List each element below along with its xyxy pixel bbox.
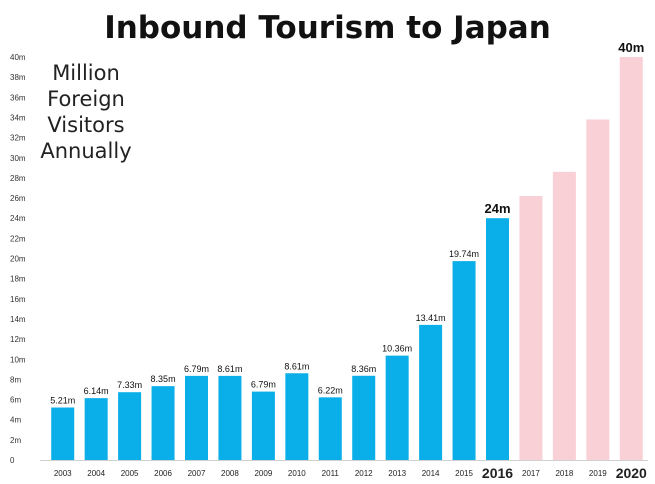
data-label: 8.36m — [351, 364, 376, 374]
bar-2018 — [552, 171, 576, 461]
y-tick-label: 30m — [10, 154, 26, 163]
bar-2014 — [419, 324, 443, 460]
data-label: 8.61m — [217, 364, 242, 374]
subtitle-line: Annually — [40, 139, 132, 163]
y-tick-label: 12m — [10, 335, 26, 344]
bar-2011 — [318, 397, 342, 460]
y-tick-label: 34m — [10, 113, 26, 122]
chart-subtitle: Million Foreign Visitors Annually — [36, 60, 136, 164]
data-label: 24m — [484, 201, 510, 216]
data-label: 10.36m — [382, 344, 412, 354]
y-tick-label: 24m — [10, 214, 26, 223]
subtitle-line: Foreign — [47, 87, 125, 111]
y-tick-label: 8m — [10, 375, 21, 384]
bar-2012 — [352, 375, 376, 460]
data-label: 7.33m — [117, 380, 142, 390]
y-tick-label: 2m — [10, 436, 21, 445]
y-tick-label: 18m — [10, 275, 26, 284]
x-tick-label: 2017 — [522, 469, 540, 478]
y-tick-label: 10m — [10, 355, 26, 364]
x-tick-label: 2014 — [422, 469, 440, 478]
subtitle-line: Visitors — [47, 113, 125, 137]
data-label: 6.22m — [318, 385, 343, 395]
y-tick-label: 26m — [10, 194, 26, 203]
x-tick-label: 2006 — [154, 469, 172, 478]
subtitle-line: Million — [52, 61, 120, 85]
y-tick-label: 22m — [10, 234, 26, 243]
bar-2017 — [519, 196, 543, 460]
y-tick-label: 20m — [10, 255, 26, 264]
x-tick-label: 2005 — [121, 469, 139, 478]
bar-2003 — [51, 407, 75, 460]
x-tick-label: 2020 — [616, 465, 647, 481]
bar-2009 — [251, 391, 275, 460]
data-label: 19.74m — [449, 249, 479, 259]
bar-2015 — [452, 261, 476, 460]
x-tick-label: 2013 — [388, 469, 406, 478]
x-tick-label: 2015 — [455, 469, 473, 478]
data-label: 8.61m — [284, 361, 309, 371]
data-label: 8.35m — [151, 374, 176, 384]
bar-2020 — [619, 57, 643, 460]
y-tick-label: 16m — [10, 295, 26, 304]
bar-2006 — [151, 386, 175, 460]
y-tick-label: 14m — [10, 315, 26, 324]
x-tick-label: 2011 — [322, 469, 340, 478]
x-tick-label: 2008 — [221, 469, 239, 478]
bar-2007 — [185, 375, 208, 460]
bar-2010 — [285, 373, 309, 460]
data-label: 6.79m — [184, 364, 209, 374]
x-tick-label: 2018 — [555, 469, 573, 478]
y-tick-label: 40m — [10, 53, 26, 62]
y-tick-label: 6m — [10, 396, 21, 405]
x-tick-label: 2004 — [87, 469, 105, 478]
chart-title: Inbound Tourism to Japan — [104, 10, 551, 46]
y-tick-label: 4m — [10, 416, 21, 425]
data-label: 6.14m — [84, 386, 109, 396]
bar-2019 — [586, 119, 610, 460]
data-label: 40m — [618, 40, 644, 55]
bar-2013 — [385, 355, 409, 460]
y-tick-label: 36m — [10, 93, 26, 102]
data-label: 5.21m — [50, 396, 75, 406]
y-tick-label: 32m — [10, 134, 26, 143]
x-tick-label: 2007 — [188, 469, 206, 478]
x-tick-label: 2009 — [254, 469, 272, 478]
data-label: 6.79m — [251, 380, 276, 390]
data-label: 13.41m — [416, 313, 446, 323]
bar-2016 — [486, 218, 509, 460]
y-tick-label: 28m — [10, 174, 26, 183]
x-tick-label: 2010 — [288, 469, 306, 478]
x-tick-label: 2019 — [589, 469, 607, 478]
y-tick-label: 0 — [10, 456, 15, 465]
y-tick-label: 38m — [10, 73, 26, 82]
x-tick-label: 2016 — [482, 465, 513, 481]
bar-2005 — [118, 392, 142, 460]
bar-2008 — [218, 375, 242, 460]
x-tick-label: 2012 — [355, 469, 373, 478]
x-tick-label: 2003 — [54, 469, 72, 478]
bar-2004 — [84, 398, 108, 460]
